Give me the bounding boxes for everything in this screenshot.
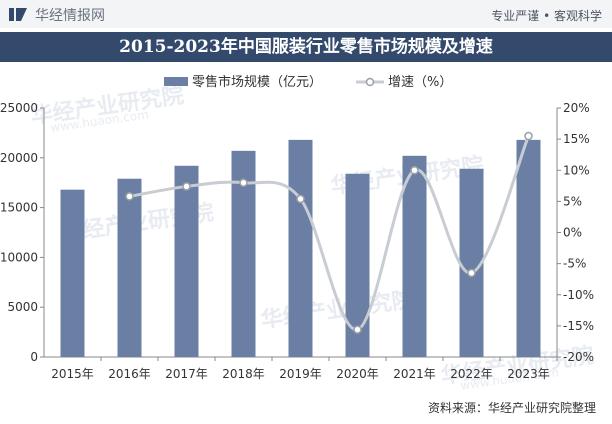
source-note: 资料来源：华经产业研究院整理 [427, 401, 596, 415]
top-bar: 华经情报网 专业严谨 • 客观科学 [0, 0, 612, 28]
line-point [182, 182, 191, 191]
y-left-tick-label: 0 [30, 350, 38, 364]
line-point [467, 268, 476, 278]
legend-marker-line [365, 77, 375, 87]
x-tick-label: 2022年 [450, 367, 493, 381]
bar [288, 139, 313, 357]
x-tick-label: 2017年 [165, 367, 208, 381]
bar [402, 155, 427, 357]
y-right-tick-label: 15% [563, 132, 590, 146]
chart-title: 2015-2023年中国服装行业零售市场规模及增速 [0, 32, 612, 62]
line-point [410, 166, 419, 175]
legend-swatch-bar [164, 77, 188, 86]
x-tick-label: 2016年 [108, 367, 151, 381]
line-point [353, 325, 362, 334]
y-right-tick-label: 10% [563, 163, 590, 177]
x-tick-label: 2021年 [393, 367, 436, 381]
y-right-tick-label: 5% [563, 194, 582, 208]
y-right-tick-label: -20% [563, 350, 594, 364]
y-left-tick-label: 5000 [7, 300, 38, 314]
y-left-tick-label: 10000 [0, 250, 38, 264]
y-right-tick-label: 0% [563, 226, 582, 240]
legend-label-line: 增速（%） [388, 75, 452, 90]
y-left-tick-label: 20000 [0, 151, 38, 165]
bar [516, 139, 541, 357]
x-tick-label: 2015年 [51, 367, 94, 381]
y-right-tick-label: -5% [563, 257, 586, 271]
y-right-tick-label: 20% [563, 101, 590, 115]
logo-icon [9, 8, 27, 21]
y-left-tick-label: 25000 [0, 101, 38, 115]
legend-label-bar: 零售市场规模（亿元） [192, 74, 322, 90]
bar [459, 168, 484, 357]
line-point [524, 131, 533, 141]
brand-name: 华经情报网 [35, 8, 105, 24]
x-tick-label: 2018年 [222, 367, 265, 381]
y-right-tick-label: -15% [563, 319, 594, 333]
y-left-tick-label: 15000 [0, 201, 38, 215]
x-tick-label: 2019年 [279, 367, 322, 381]
line-point [296, 194, 305, 204]
x-tick-label: 2020年 [336, 367, 379, 381]
y-right-tick-label: -10% [563, 288, 594, 302]
bar [60, 189, 85, 357]
tagline: 专业严谨 • 客观科学 [491, 9, 602, 23]
x-tick-label: 2023年 [507, 367, 550, 381]
bar [174, 165, 199, 357]
line-point [239, 178, 248, 187]
line-point [125, 192, 134, 201]
bar [117, 178, 142, 357]
